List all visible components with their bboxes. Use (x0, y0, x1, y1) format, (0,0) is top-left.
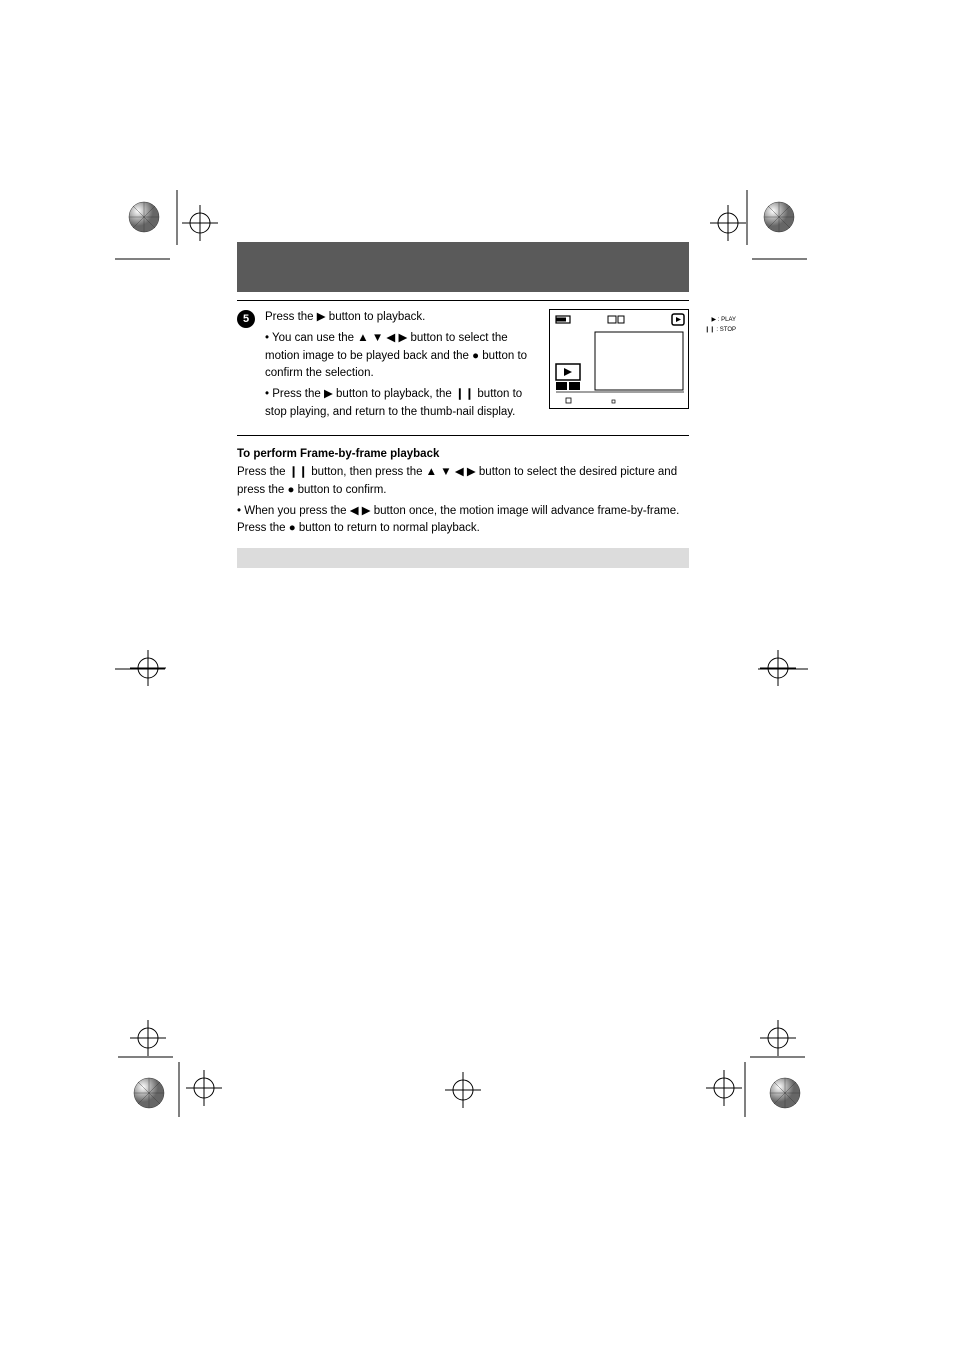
reg-sphere-br (768, 1076, 802, 1110)
reg-target-left-mid2 (130, 1020, 166, 1056)
divider-top (237, 300, 689, 301)
step-5-row: 5 (237, 309, 689, 425)
fbf-para-2: • When you press the ◀ ▶ button once, th… (237, 503, 689, 539)
crop-line-tl-v (176, 190, 178, 245)
frame-by-frame-body: Press the ❙❙ button, then press the ▲ ▼ … (237, 464, 689, 538)
crop-line-tl-h (115, 258, 170, 260)
crop-line-tr-h (752, 258, 807, 260)
reg-sphere-bl (132, 1076, 166, 1110)
gray-strip (237, 548, 689, 568)
reg-target-br (706, 1070, 742, 1106)
divider-mid (237, 435, 689, 436)
page-content: 5 (237, 242, 689, 568)
crop-line-left-mid-h (115, 668, 165, 670)
crop-line-bl-h (118, 1056, 173, 1058)
step-number-badge: 5 (237, 310, 255, 328)
reg-sphere-tr (762, 200, 796, 234)
reg-target-bl (186, 1070, 222, 1106)
reg-target-bottom-center (445, 1072, 481, 1108)
header-bar (237, 242, 689, 292)
fig-label-play: ▶ : PLAY (711, 316, 736, 325)
reg-target-tl (182, 205, 218, 241)
crop-line-bl-v (178, 1062, 180, 1117)
crop-line-br-h (750, 1056, 805, 1058)
fig-label-pause: ❙❙ : STOP (705, 326, 736, 335)
reg-target-tr (710, 205, 746, 241)
frame-by-frame-heading: To perform Frame-by-frame playback (237, 448, 689, 460)
crop-line-tr-v (746, 190, 748, 245)
reg-target-right-mid2 (760, 1020, 796, 1056)
crop-line-br-v (744, 1062, 746, 1117)
fbf-para-1: Press the ❙❙ button, then press the ▲ ▼ … (237, 464, 689, 500)
reg-sphere-tl (127, 200, 161, 234)
crop-line-right-mid-h (758, 668, 808, 670)
step-body: ▶ : PLAY ❙❙ : STOP Press the ▶ button to… (265, 309, 689, 425)
device-screen-figure: ▶ : PLAY ❙❙ : STOP (549, 309, 689, 409)
